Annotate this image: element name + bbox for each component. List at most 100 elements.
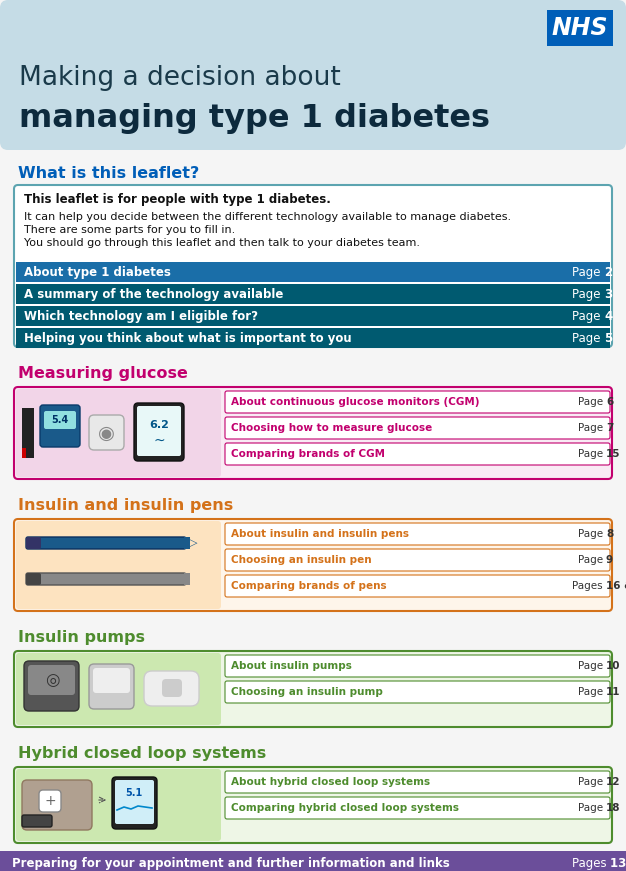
- Text: ▷: ▷: [189, 538, 197, 548]
- FancyBboxPatch shape: [22, 408, 34, 458]
- Text: 10: 10: [606, 661, 620, 671]
- FancyBboxPatch shape: [93, 668, 130, 693]
- FancyBboxPatch shape: [16, 262, 610, 282]
- FancyBboxPatch shape: [112, 777, 157, 829]
- FancyBboxPatch shape: [225, 797, 610, 819]
- FancyBboxPatch shape: [22, 780, 92, 830]
- FancyBboxPatch shape: [14, 519, 612, 611]
- Text: Comparing brands of CGM: Comparing brands of CGM: [231, 449, 385, 459]
- Text: Which technology am I eligible for?: Which technology am I eligible for?: [24, 309, 258, 322]
- FancyBboxPatch shape: [22, 815, 52, 827]
- FancyBboxPatch shape: [39, 790, 61, 812]
- FancyBboxPatch shape: [225, 655, 610, 677]
- Text: Page: Page: [578, 777, 606, 787]
- FancyBboxPatch shape: [225, 575, 610, 597]
- Text: Page: Page: [578, 449, 606, 459]
- FancyBboxPatch shape: [44, 411, 76, 429]
- Text: managing type 1 diabetes: managing type 1 diabetes: [19, 103, 490, 133]
- Text: 16 & 17: 16 & 17: [606, 581, 626, 591]
- FancyBboxPatch shape: [16, 653, 221, 725]
- Text: About insulin and insulin pens: About insulin and insulin pens: [231, 529, 409, 539]
- Text: About continuous glucose monitors (CGM): About continuous glucose monitors (CGM): [231, 397, 480, 407]
- Text: Page: Page: [578, 687, 606, 697]
- Text: Page: Page: [578, 555, 606, 565]
- FancyBboxPatch shape: [89, 664, 134, 709]
- Text: Insulin pumps: Insulin pumps: [18, 630, 145, 645]
- Text: 5: 5: [604, 332, 612, 345]
- Text: Page: Page: [578, 661, 606, 671]
- Text: Choosing an insulin pump: Choosing an insulin pump: [231, 687, 383, 697]
- Text: A summary of the technology available: A summary of the technology available: [24, 287, 284, 300]
- Text: There are some parts for you to fill in.: There are some parts for you to fill in.: [24, 225, 235, 235]
- FancyBboxPatch shape: [137, 406, 181, 456]
- Text: About insulin pumps: About insulin pumps: [231, 661, 352, 671]
- Text: ◉: ◉: [98, 423, 115, 442]
- Text: About hybrid closed loop systems: About hybrid closed loop systems: [231, 777, 430, 787]
- FancyBboxPatch shape: [184, 537, 190, 549]
- Text: 6.2: 6.2: [149, 420, 169, 430]
- FancyBboxPatch shape: [24, 661, 79, 711]
- FancyBboxPatch shape: [14, 387, 612, 479]
- Text: You should go through this leaflet and then talk to your diabetes team.: You should go through this leaflet and t…: [24, 238, 420, 248]
- Text: 5.1: 5.1: [125, 788, 143, 798]
- Text: Preparing for your appointment and further information and links: Preparing for your appointment and furth…: [12, 856, 449, 869]
- Text: 13 & 14: 13 & 14: [610, 856, 626, 869]
- Text: 3: 3: [604, 287, 612, 300]
- Text: Pages: Pages: [572, 581, 606, 591]
- Text: Page: Page: [578, 529, 606, 539]
- FancyBboxPatch shape: [16, 389, 221, 477]
- Text: ~: ~: [153, 434, 165, 448]
- Text: Insulin and insulin pens: Insulin and insulin pens: [18, 497, 233, 512]
- Text: ◎: ◎: [44, 671, 59, 689]
- FancyBboxPatch shape: [184, 573, 190, 585]
- Text: This leaflet is for people with type 1 diabetes.: This leaflet is for people with type 1 d…: [24, 192, 331, 206]
- FancyBboxPatch shape: [16, 328, 610, 348]
- Text: Page: Page: [572, 309, 604, 322]
- FancyBboxPatch shape: [26, 573, 41, 585]
- Text: What is this leaflet?: What is this leaflet?: [18, 165, 199, 180]
- Text: Pages: Pages: [572, 856, 610, 869]
- FancyBboxPatch shape: [26, 573, 186, 585]
- Text: Comparing hybrid closed loop systems: Comparing hybrid closed loop systems: [231, 803, 459, 813]
- FancyBboxPatch shape: [225, 417, 610, 439]
- Text: 11: 11: [606, 687, 620, 697]
- Text: 8: 8: [606, 529, 613, 539]
- FancyBboxPatch shape: [225, 443, 610, 465]
- Text: Making a decision about: Making a decision about: [19, 65, 341, 91]
- Text: Choosing an insulin pen: Choosing an insulin pen: [231, 555, 372, 565]
- FancyBboxPatch shape: [225, 771, 610, 793]
- FancyBboxPatch shape: [14, 185, 612, 347]
- Text: It can help you decide between the different technology available to manage diab: It can help you decide between the diffe…: [24, 212, 511, 222]
- FancyBboxPatch shape: [16, 284, 610, 304]
- Text: Page: Page: [572, 332, 604, 345]
- Text: Comparing brands of pens: Comparing brands of pens: [231, 581, 387, 591]
- FancyBboxPatch shape: [225, 681, 610, 703]
- Text: 2: 2: [604, 266, 612, 279]
- FancyBboxPatch shape: [26, 537, 186, 549]
- FancyBboxPatch shape: [26, 537, 41, 549]
- Text: Page: Page: [572, 266, 604, 279]
- FancyBboxPatch shape: [0, 851, 626, 871]
- Text: 12: 12: [606, 777, 620, 787]
- Text: Page: Page: [578, 423, 606, 433]
- FancyBboxPatch shape: [144, 671, 199, 706]
- FancyBboxPatch shape: [115, 780, 154, 824]
- FancyBboxPatch shape: [0, 0, 626, 150]
- Text: 18: 18: [606, 803, 620, 813]
- FancyBboxPatch shape: [40, 405, 80, 447]
- FancyBboxPatch shape: [225, 523, 610, 545]
- Text: +: +: [44, 794, 56, 808]
- Text: Page: Page: [578, 397, 606, 407]
- FancyBboxPatch shape: [89, 415, 124, 450]
- FancyBboxPatch shape: [14, 651, 612, 727]
- FancyBboxPatch shape: [225, 391, 610, 413]
- Text: Page: Page: [578, 803, 606, 813]
- FancyBboxPatch shape: [14, 767, 612, 843]
- FancyBboxPatch shape: [16, 769, 221, 841]
- FancyBboxPatch shape: [134, 403, 184, 461]
- FancyBboxPatch shape: [28, 665, 75, 695]
- Text: Page: Page: [572, 287, 604, 300]
- Text: NHS: NHS: [552, 16, 608, 40]
- Text: About type 1 diabetes: About type 1 diabetes: [24, 266, 171, 279]
- Text: Choosing how to measure glucose: Choosing how to measure glucose: [231, 423, 432, 433]
